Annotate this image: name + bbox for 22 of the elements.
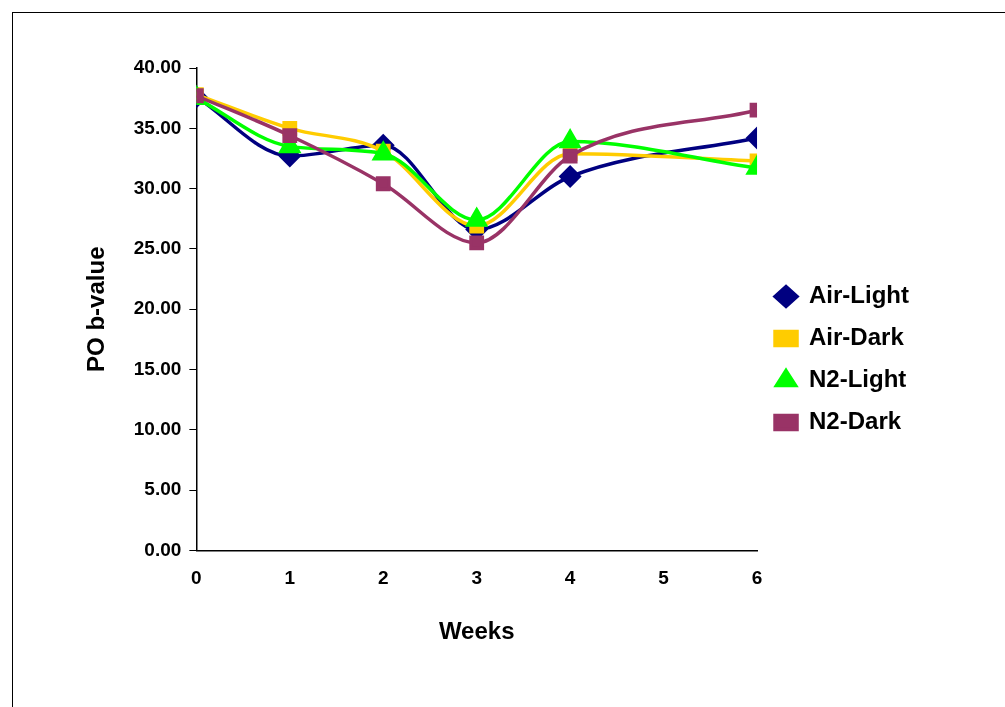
y-tick-label: 0.00 xyxy=(144,538,182,560)
x-tick-label: 0 xyxy=(191,567,202,589)
x-tick-label: 6 xyxy=(751,567,763,589)
legend-label: Air-Light xyxy=(809,281,910,309)
x-tick-label: 2 xyxy=(377,567,389,589)
x-tick-label: 4 xyxy=(564,567,576,589)
legend-label: N2-Light xyxy=(809,365,907,393)
y-tick-label: 30.00 xyxy=(133,176,182,198)
x-tick-label: 5 xyxy=(658,567,670,589)
y-axis-title: PO b-value xyxy=(82,246,110,372)
y-tick-label: 5.00 xyxy=(144,478,182,500)
y-tick-label: 15.00 xyxy=(133,357,182,379)
y-tick-label: 35.00 xyxy=(133,116,182,138)
y-tick-label: 40.00 xyxy=(133,56,182,78)
x-tick-label: 3 xyxy=(471,567,482,589)
y-tick-label: 25.00 xyxy=(133,237,182,259)
x-axis-title: Weeks xyxy=(438,617,515,645)
x-tick-label: 1 xyxy=(284,567,296,589)
y-tick-label: 10.00 xyxy=(133,418,182,440)
legend-label: N2-Dark xyxy=(809,407,902,435)
legend-label: Air-Dark xyxy=(809,323,905,351)
y-tick-label: 20.00 xyxy=(133,297,182,319)
